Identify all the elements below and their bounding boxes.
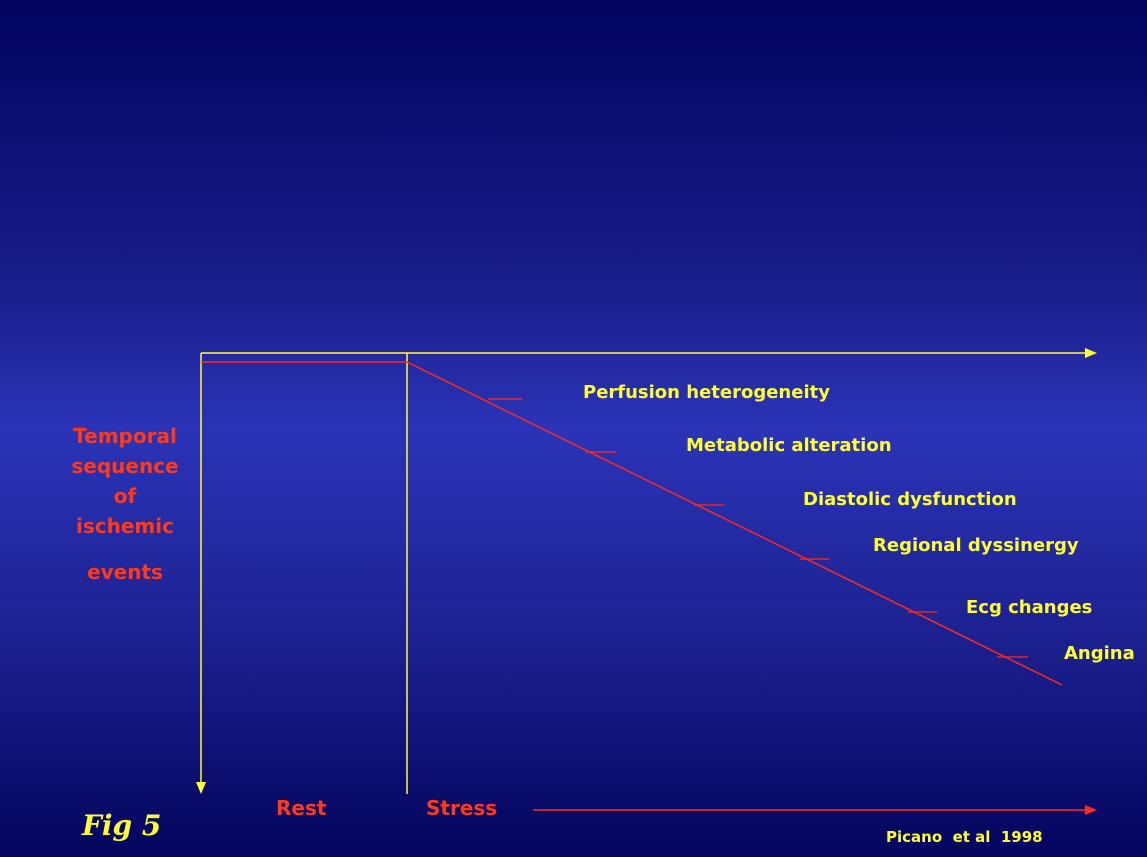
- title-line: of: [113, 484, 137, 508]
- title-line: ischemic: [76, 514, 174, 538]
- event-label-perfusion: Perfusion heterogeneity: [583, 382, 830, 403]
- ischemic-sequence-line: [406, 361, 1063, 686]
- phase-label-rest: Rest: [276, 796, 327, 820]
- phase-label-stress: Stress: [426, 796, 498, 820]
- event-label-ecg: Ecg changes: [966, 597, 1093, 618]
- title-line: Temporal: [73, 424, 177, 448]
- stress-arrowhead-icon: [1085, 805, 1097, 815]
- left-axis-arrowhead-icon: [196, 782, 206, 794]
- event-label-diastolic: Diastolic dysfunction: [803, 489, 1017, 510]
- figure-label: Fig 5: [82, 809, 162, 842]
- event-label-angina: Angina: [1064, 643, 1135, 664]
- title-line: events: [87, 560, 163, 584]
- citation: Picano et al 1998: [886, 828, 1043, 846]
- top-axis-arrowhead-icon: [1085, 348, 1097, 358]
- temporal-sequence-title: Temporal sequence of ischemic events: [40, 426, 210, 582]
- event-label-regional: Regional dyssinergy: [873, 535, 1079, 556]
- event-label-metabolic: Metabolic alteration: [686, 435, 892, 456]
- title-line: sequence: [71, 454, 179, 478]
